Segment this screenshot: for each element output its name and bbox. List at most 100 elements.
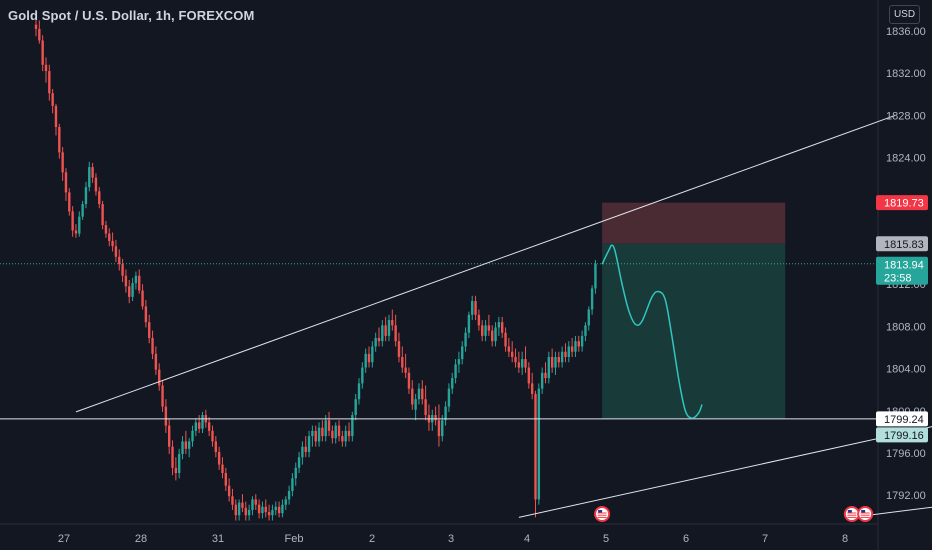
candle-body [554,356,557,368]
candle-body [471,301,474,315]
candle-body [371,346,374,363]
candle [347,422,351,442]
take-profit-zone[interactable] [602,243,786,419]
y-tick-label: 1832.00 [886,68,926,80]
candle [307,430,311,458]
x-tick-label: 28 [135,533,147,545]
candle [108,228,111,247]
us-flag-icon[interactable] [843,506,860,522]
trendline-2[interactable] [518,408,932,518]
candle [257,499,261,519]
projection-path[interactable] [601,244,703,419]
candle [131,277,134,302]
candle-body [51,93,54,106]
short-position-tool[interactable] [602,202,786,419]
candle [164,399,168,433]
candle-body [314,430,317,442]
candle [441,415,444,442]
candle [564,343,567,363]
candle-body [214,441,218,452]
candle-body [187,441,191,449]
candle-body [487,325,491,331]
candle-body [284,499,287,505]
candle [504,327,507,352]
candle [227,478,231,502]
candle [387,314,391,342]
candle [111,232,114,252]
candle [501,316,504,339]
candle-body [437,420,441,437]
drawings-layer[interactable] [0,114,932,518]
candle [34,9,38,37]
flag-canton [861,510,866,514]
candle-body [387,320,391,336]
candle-body [414,399,417,410]
candle-body [417,388,421,400]
price-badge-label: 1799.24 [884,414,924,426]
candle [101,200,104,230]
candle [64,168,68,201]
candle-body [64,172,68,193]
candle [247,504,251,521]
candle-body [38,28,41,41]
candle-body [324,420,327,437]
candle-body [457,359,461,365]
candle [584,322,587,342]
candle [158,363,161,391]
candle [138,269,141,294]
candle-body [564,351,567,357]
us-flag-icon[interactable] [594,506,611,522]
candle-body [48,71,51,94]
event-markers[interactable] [594,506,874,522]
candle [437,404,441,447]
candle [261,501,264,519]
candle-body [194,422,198,431]
candle-body [524,359,527,368]
candle [477,309,481,331]
candle-body [451,378,454,389]
x-tick-label: 7 [762,533,768,545]
candle [497,316,501,336]
candle-body [128,286,131,297]
candle [197,415,201,433]
candle-body [151,338,154,354]
candle [570,338,574,357]
candle-body [114,246,118,257]
candle-body [98,191,101,205]
candle-body [168,425,171,447]
candle-body [491,330,494,342]
price-badge-bg [876,427,928,443]
candle-body [274,506,277,510]
candle-body [331,430,334,439]
candle-body [501,322,504,333]
candle [451,372,454,394]
stop-loss-zone[interactable] [602,202,786,244]
candle [68,188,71,216]
candle-body [94,177,98,192]
candle-body [91,167,94,178]
trendline-1[interactable] [75,114,896,413]
candle-body [304,446,307,452]
x-tick-label: 3 [448,533,454,545]
candle [277,501,281,518]
us-flag-icon[interactable] [857,506,874,522]
y-tick-label: 1828.00 [886,110,926,122]
candle [294,462,297,486]
candle-body [421,388,424,400]
candle [81,200,84,220]
candle-body [174,467,178,474]
flag-canton [598,510,603,514]
currency-button[interactable]: USD [889,5,920,24]
y-tick-label: 1836.00 [886,26,926,38]
candle [234,499,237,521]
price-badge-stop: 1819.73 [876,195,928,211]
event-marker-face [859,508,872,520]
candle [474,295,477,321]
candle-body [481,325,484,336]
candle [58,123,61,159]
candle-body [291,478,294,491]
candle-body [484,325,487,336]
candle-body [44,64,48,72]
